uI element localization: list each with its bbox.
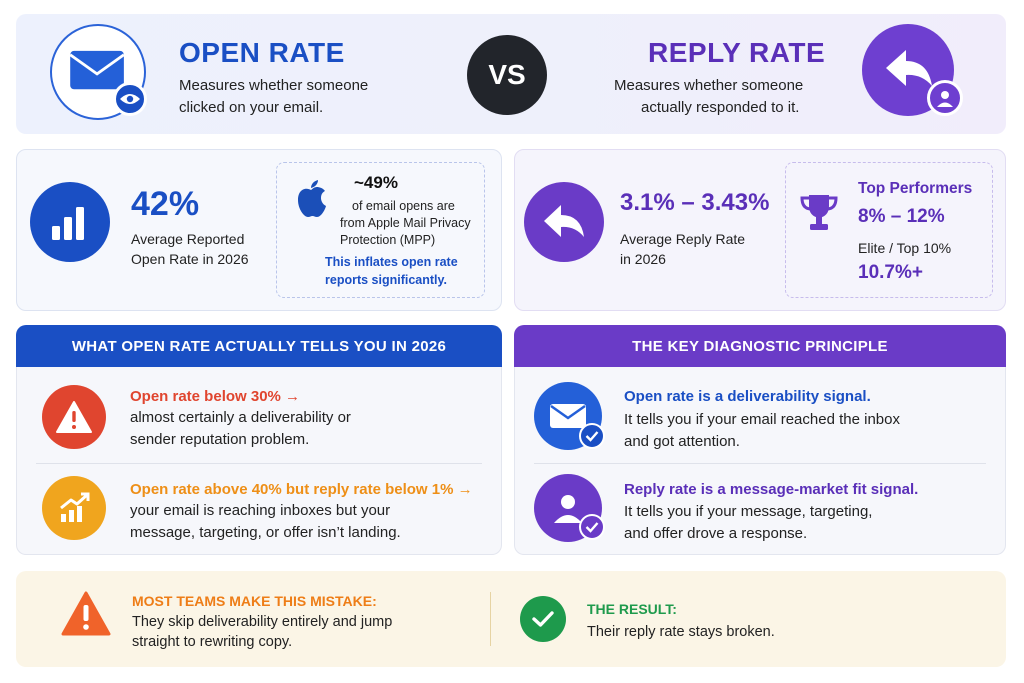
apple-mpp-text-1: of email opens are [352, 199, 455, 213]
diag-item-2-line-1: It tells you if your message, targeting, [624, 503, 873, 520]
check-badge-icon [579, 423, 605, 449]
open-rate-label-2: Open Rate in 2026 [131, 251, 249, 267]
open-item-2-line-1: your email is reaching inboxes but your [130, 502, 391, 519]
open-rate-desc-1: Measures whether someone [179, 77, 369, 94]
diag-item-2-title: Reply rate is a message-market fit signa… [624, 481, 919, 498]
mistake-banner [16, 571, 1006, 667]
top-performers-title: Top Performers [858, 180, 973, 197]
mistake-text-1: They skip deliverability entirely and ju… [132, 614, 393, 630]
check-badge-icon [579, 514, 605, 540]
apple-mpp-text-3: Protection (MPP) [340, 233, 436, 247]
apple-mpp-value: ~49% [354, 173, 398, 192]
open-item-1-line-1: almost certainly a deliverability or [130, 409, 351, 426]
apple-mpp-note-2: reports significantly. [325, 273, 448, 287]
open-rate-value: 42% [131, 185, 200, 223]
apple-mpp-note-1: This inflates open rate [325, 255, 458, 269]
diag-section-header: THE KEY DIAGNOSTIC PRINCIPLE [514, 325, 1006, 367]
open-section-header-text: WHAT OPEN RATE ACTUALLY TELLS YOU IN 202… [71, 337, 447, 355]
warning-triangle-icon [60, 590, 112, 643]
reply-rate-title: REPLY RATE [648, 37, 826, 68]
vs-badge: VS [467, 35, 547, 115]
bar-chart-icon [30, 182, 110, 262]
diag-item-2-line-2: and offer drove a response. [624, 525, 808, 542]
mistake-text-2: straight to rewriting copy. [132, 634, 293, 650]
trend-up-icon [42, 476, 106, 540]
check-circle-icon [520, 596, 566, 642]
apple-mpp-text-2: from Apple Mail Privacy [340, 216, 471, 230]
open-item-1-title: Open rate below 30% → [130, 388, 301, 405]
top-performers-range: 8% – 12% [858, 206, 945, 227]
open-item-2-title: Open rate above 40% but reply rate below… [130, 481, 473, 498]
vs-label: VS [488, 59, 526, 90]
diag-item-1-title: Open rate is a deliverability signal. [624, 388, 871, 405]
reply-rate-value: 3.1% – 3.43% [620, 189, 770, 216]
open-item-2-line-2: message, targeting, or offer isn’t landi… [130, 524, 401, 541]
result-title: THE RESULT: [587, 601, 677, 617]
eye-icon [113, 82, 147, 116]
reply-rate-desc-2: actually responded to it. [641, 99, 800, 116]
reply-rate-desc-1: Measures whether someone [614, 77, 804, 94]
warning-icon [42, 385, 106, 449]
top-performers-box [785, 162, 993, 298]
diag-item-1-line-1: It tells you if your email reached the i… [624, 411, 900, 428]
diag-section-divider [534, 463, 986, 464]
open-section-header: WHAT OPEN RATE ACTUALLY TELLS YOU IN 202… [16, 325, 502, 367]
open-section-divider [36, 463, 482, 464]
open-rate-title: OPEN RATE [179, 37, 345, 68]
apple-mpp-box [276, 162, 485, 298]
banner-divider [490, 592, 491, 646]
open-rate-desc-2: clicked on your email. [179, 99, 324, 116]
result-text: Their reply rate stays broken. [587, 624, 775, 640]
apple-icon [294, 179, 328, 224]
reply-rate-label-2: in 2026 [620, 251, 666, 267]
reply-rate-label-1: Average Reply Rate [620, 231, 746, 247]
user-icon [927, 80, 963, 116]
trophy-icon [799, 192, 839, 239]
reply-arrow-icon [524, 182, 604, 262]
open-rate-label-1: Average Reported [131, 231, 245, 247]
open-item-1-line-2: sender reputation problem. [130, 431, 310, 448]
diag-item-1-line-2: and got attention. [624, 433, 740, 450]
elite-label: Elite / Top 10% [858, 240, 952, 256]
elite-value: 10.7%+ [858, 262, 923, 283]
mistake-title: MOST TEAMS MAKE THIS MISTAKE: [132, 593, 377, 609]
diag-section-header-text: THE KEY DIAGNOSTIC PRINCIPLE [632, 337, 888, 355]
